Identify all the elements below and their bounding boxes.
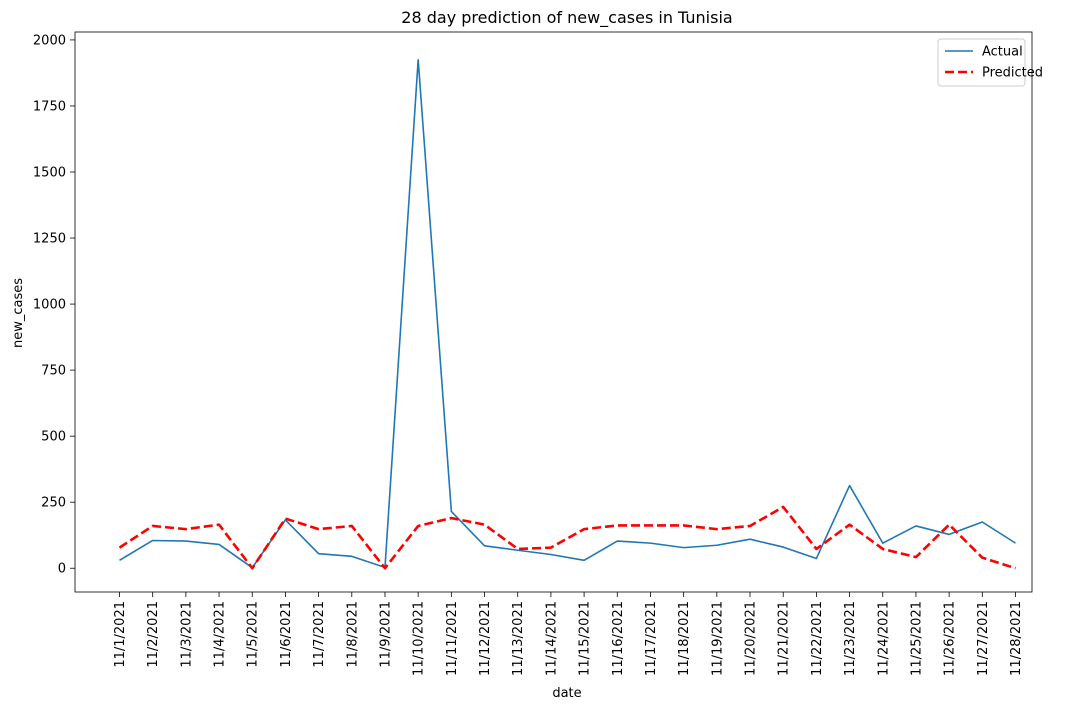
- x-tick-label: 11/8/2021: [345, 601, 360, 668]
- y-tick-label: 500: [41, 430, 66, 445]
- x-tick-label: 11/2/2021: [146, 601, 161, 668]
- x-tick-label: 11/12/2021: [478, 601, 493, 676]
- chart-title: 28 day prediction of new_cases in Tunisi…: [401, 8, 732, 28]
- x-tick-label: 11/1/2021: [113, 601, 128, 668]
- x-tick-label: 11/25/2021: [909, 601, 924, 676]
- y-tick-label: 1750: [33, 99, 66, 114]
- x-tick-label: 11/11/2021: [445, 601, 460, 676]
- x-tick-label: 11/19/2021: [710, 601, 725, 676]
- x-axis: 11/1/2021 11/2/2021 11/3/2021 11/4/2021 11/5…: [113, 592, 1024, 676]
- x-tick-label: 11/5/2021: [246, 601, 261, 668]
- x-tick-label: 11/26/2021: [943, 601, 958, 676]
- y-tick-label: 750: [41, 364, 66, 379]
- x-tick-label: 11/4/2021: [213, 601, 228, 668]
- legend-label-predicted: Predicted: [982, 66, 1043, 81]
- x-tick-label: 11/28/2021: [1009, 601, 1024, 676]
- x-tick-label: 11/13/2021: [511, 601, 526, 676]
- x-tick-label: 11/3/2021: [179, 601, 194, 668]
- plot-frame: [74, 31, 1033, 593]
- x-axis-label: date: [552, 686, 581, 701]
- y-axis: 0 250 500 750 1000 1250 1500 1750 2000: [33, 33, 75, 577]
- plot-area: [74, 31, 1033, 593]
- y-tick-label: 2000: [33, 33, 66, 48]
- x-tick-label: 11/14/2021: [544, 601, 559, 676]
- x-tick-label: 11/22/2021: [810, 601, 825, 676]
- x-tick-label: 11/24/2021: [876, 601, 891, 676]
- x-tick-label: 11/17/2021: [644, 601, 659, 676]
- y-tick-label: 250: [41, 496, 66, 511]
- x-tick-label: 11/16/2021: [611, 601, 626, 676]
- series-layer: [118, 58, 1016, 570]
- series-line-predicted: [118, 505, 1016, 570]
- y-tick-label: 1250: [33, 232, 66, 247]
- x-tick-label: 11/7/2021: [312, 601, 327, 668]
- y-tick-label: 1500: [33, 166, 66, 181]
- x-tick-label: 11/23/2021: [843, 601, 858, 676]
- series-line-actual: [119, 58, 1016, 569]
- x-tick-label: 11/20/2021: [744, 601, 759, 676]
- x-tick-label: 11/21/2021: [777, 601, 792, 676]
- x-tick-label: 11/18/2021: [677, 601, 692, 676]
- legend-label-actual: Actual: [982, 45, 1023, 60]
- x-tick-label: 11/10/2021: [412, 601, 427, 676]
- x-tick-label: 11/27/2021: [976, 601, 991, 676]
- y-tick-label: 1000: [33, 298, 66, 313]
- x-tick-label: 11/15/2021: [578, 601, 593, 676]
- y-axis-label: new_cases: [11, 278, 26, 348]
- legend: Actual Predicted: [937, 38, 1043, 87]
- x-tick-label: 11/9/2021: [378, 601, 393, 668]
- x-tick-label: 11/6/2021: [279, 601, 294, 668]
- y-tick-label: 0: [58, 562, 66, 577]
